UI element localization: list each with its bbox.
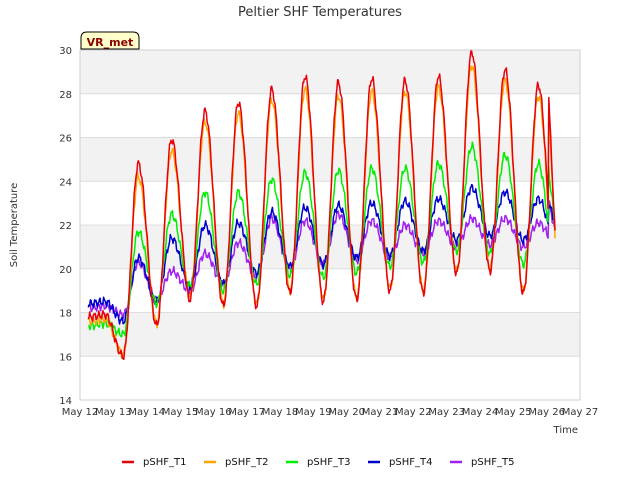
x-tick-label: May 24 (462, 407, 499, 418)
series-line-pSHF_T4 (87, 183, 556, 325)
y-tick-label: 14 (59, 396, 72, 407)
legend-label: pSHF_T2 (225, 457, 268, 468)
x-tick-label: May 26 (528, 407, 565, 418)
y-tick-label: 28 (59, 90, 72, 101)
x-tick-label: May 17 (228, 407, 265, 418)
x-tick-label: May 27 (562, 407, 599, 418)
x-tick-label: May 25 (495, 407, 532, 418)
legend-item-pSHF_T1: pSHF_T1 (122, 457, 186, 468)
plot-bands (80, 50, 580, 357)
y-tick-label: 16 (59, 352, 72, 363)
plot-band (80, 50, 580, 94)
legend: pSHF_T1 pSHF_T2 pSHF_T3 pSHF_T4 pSHF_T5 (122, 457, 514, 468)
legend-label: pSHF_T1 (143, 457, 186, 468)
chart-title: Peltier SHF Temperatures (238, 5, 402, 20)
legend-item-pSHF_T4: pSHF_T4 (368, 457, 432, 468)
series-line-pSHF_T3 (88, 141, 556, 338)
y-tick-label: 26 (59, 134, 72, 145)
y-tick-labels: 14 16 18 20 22 24 26 28 30 (59, 46, 72, 407)
legend-item-pSHF_T3: pSHF_T3 (286, 457, 350, 468)
x-tick-label: May 12 (62, 407, 99, 418)
legend-item-pSHF_T2: pSHF_T2 (204, 457, 268, 468)
legend-label: pSHF_T3 (307, 457, 350, 468)
plot-band (80, 312, 580, 357)
legend-label: pSHF_T5 (471, 457, 514, 468)
site-badge: VR_met (80, 31, 140, 50)
series-lines (87, 49, 556, 361)
y-axis-label: Soil Temperature (9, 183, 20, 268)
x-tick-label: May 15 (162, 407, 199, 418)
y-tick-label: 18 (59, 309, 72, 320)
y-tick-label: 22 (59, 221, 72, 232)
x-tick-label: May 21 (362, 407, 399, 418)
y-tick-label: 30 (59, 46, 72, 57)
y-tick-label: 24 (59, 177, 72, 188)
series-line-pSHF_T5 (87, 200, 556, 320)
x-tick-label: May 14 (128, 407, 165, 418)
x-tick-label: May 22 (395, 407, 432, 418)
plot-frame (79, 49, 581, 401)
x-tick-label: May 13 (95, 407, 132, 418)
x-tick-label: May 23 (428, 407, 465, 418)
legend-item-pSHF_T5: pSHF_T5 (450, 457, 514, 468)
x-tick-label: May 16 (195, 407, 232, 418)
plot-band (80, 137, 580, 182)
y-tick-label: 20 (59, 265, 72, 276)
x-tick-label: May 18 (262, 407, 299, 418)
x-axis-label: Time (553, 425, 578, 436)
x-tick-label: May 20 (328, 407, 365, 418)
series-line-pSHF_T1 (87, 49, 556, 361)
legend-label: pSHF_T4 (389, 457, 432, 468)
x-tick-label: May 19 (295, 407, 332, 418)
site-badge-label: VR_met (87, 36, 134, 49)
